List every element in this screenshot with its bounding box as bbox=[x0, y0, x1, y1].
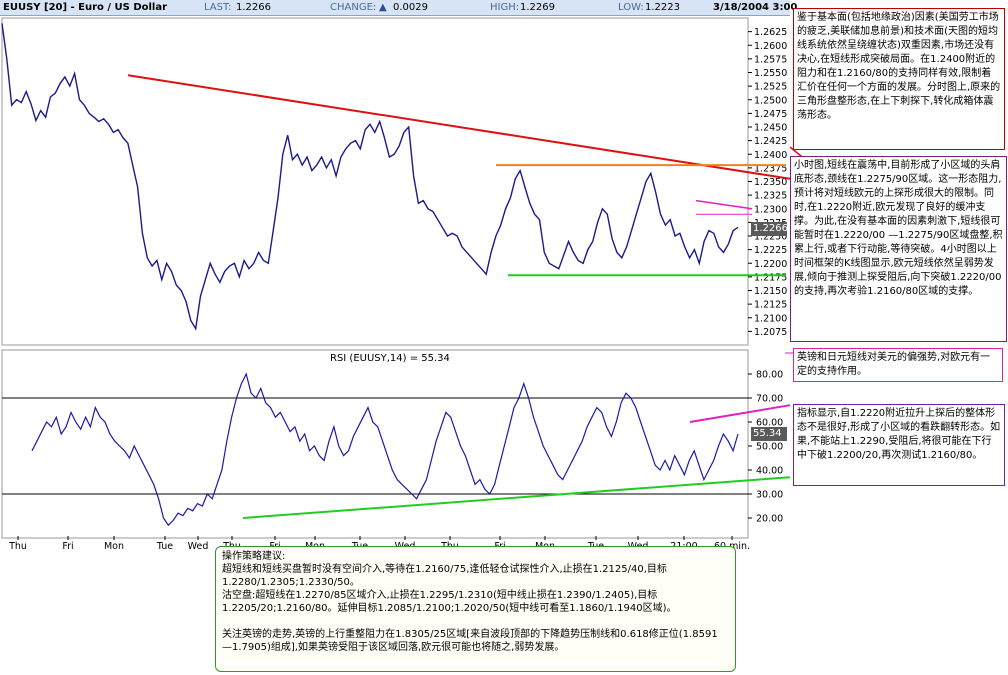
note-fundamental: 鉴于基本面(包括地缘政治)因素(美国劳工市场的疲乏,美联储加息前景)和技术面(天… bbox=[793, 8, 1005, 150]
datetime: 3/18/2004 3:00 bbox=[713, 2, 798, 13]
price-tick-label: 1.2400 bbox=[754, 150, 787, 161]
note-indicator: 指标显示,自1.2220附近拉升上探后的整体形态不是很好,形成了小区域的看跌翻转… bbox=[793, 404, 1005, 486]
change-value: 0.0029 bbox=[393, 2, 428, 13]
x-tick-label: Tue bbox=[156, 541, 173, 552]
price-tick-label: 1.2100 bbox=[754, 313, 787, 324]
magenta-channel-top bbox=[695, 199, 753, 210]
rsi-tick-label: 40.00 bbox=[756, 466, 783, 477]
price-panel: 1.2625 1.2600 1.2575 1.2550 1.2525 1.2500 1.24… bbox=[1, 17, 813, 354]
symbol-title: EUUSY [20] - Euro / US Dollar bbox=[3, 2, 168, 13]
price-tick-label: 1.2425 bbox=[754, 136, 787, 147]
high-value: 1.2269 bbox=[520, 2, 555, 13]
price-tick-label: 1.2450 bbox=[754, 123, 787, 134]
rsi-frame bbox=[1, 349, 749, 539]
price-tick-label: 1.2375 bbox=[754, 163, 787, 174]
low-label: LOW: bbox=[618, 2, 644, 13]
note-strategy: 操作策略建议: 超短线和短线买盘暂时没有空间介入,等待在1.2160/75,逢低… bbox=[215, 546, 736, 672]
x-tick-label: Thu bbox=[8, 541, 27, 552]
note-hourly: 小时图,短线在震荡中,目前形成了小区域的头肩底形态,颈线在1.2275/90区域… bbox=[790, 156, 1007, 342]
rsi-tick-label: 30.00 bbox=[756, 490, 783, 501]
price-tick-label: 1.2525 bbox=[754, 82, 787, 93]
rsi-title: RSI (EUUSY,14) = 55.34 bbox=[330, 353, 450, 364]
note-gbp-jpy: 英镑和日元短线对美元的偏强势,对欧元有一定的支持作用。 bbox=[793, 348, 1003, 382]
rsi-tick-label: 20.00 bbox=[756, 514, 783, 525]
low-value: 1.2223 bbox=[645, 2, 680, 13]
change-arrow-icon: ▲ bbox=[379, 2, 387, 13]
rsi-tick-label: 50.00 bbox=[756, 442, 783, 453]
rsi-tick-label: 70.00 bbox=[756, 394, 783, 405]
price-tick-label: 1.2175 bbox=[754, 272, 787, 283]
change-label: CHANGE: bbox=[330, 2, 377, 13]
price-tick-label: 1.2550 bbox=[754, 68, 787, 79]
last-price-tag: 1.2266 bbox=[751, 222, 788, 236]
chart-header: EUUSY [20] - Euro / US Dollar LAST: 1.22… bbox=[0, 0, 797, 16]
price-tick-label: 1.2125 bbox=[754, 300, 787, 311]
price-tick-label: 1.2625 bbox=[754, 27, 787, 38]
rsi-tick-label: 80.00 bbox=[756, 370, 783, 381]
price-tick-label: 1.2225 bbox=[754, 245, 787, 256]
price-tick-label: 1.2575 bbox=[754, 54, 787, 65]
rsi-tick-label: 60.00 bbox=[756, 418, 783, 429]
price-tick-label: 1.2350 bbox=[754, 177, 787, 188]
x-tick-label: Mon bbox=[104, 541, 124, 552]
price-frame bbox=[1, 17, 749, 346]
price-tick-label: 1.2325 bbox=[754, 191, 787, 202]
rsi-green-trendline bbox=[242, 476, 791, 519]
rsi-panel: 80.00 70.00 60.00 50.00 40.00 30.00 20.00 bbox=[1, 349, 791, 539]
red-trendline bbox=[127, 74, 791, 180]
price-tick-label: 1.2475 bbox=[754, 109, 787, 120]
price-tick-label: 1.2600 bbox=[754, 41, 787, 52]
price-tick-label: 1.2075 bbox=[754, 327, 787, 338]
last-label: LAST: bbox=[204, 2, 232, 13]
rsi-value-tag: 55.34 bbox=[751, 427, 787, 441]
x-tick-label: Fri bbox=[62, 541, 73, 552]
price-tick-label: 1.2500 bbox=[754, 95, 787, 106]
price-series-line bbox=[1, 23, 739, 331]
price-tick-label: 1.2300 bbox=[754, 204, 787, 215]
rsi-series-line bbox=[31, 372, 739, 527]
high-label: HIGH: bbox=[490, 2, 520, 13]
price-tick-label: 1.2200 bbox=[754, 259, 787, 270]
last-value: 1.2266 bbox=[236, 2, 271, 13]
x-tick-label: Wed bbox=[188, 541, 209, 552]
price-tick-label: 1.2250 bbox=[754, 232, 787, 243]
rsi-magenta-line bbox=[689, 404, 791, 423]
price-tick-label: 1.2150 bbox=[754, 286, 787, 297]
